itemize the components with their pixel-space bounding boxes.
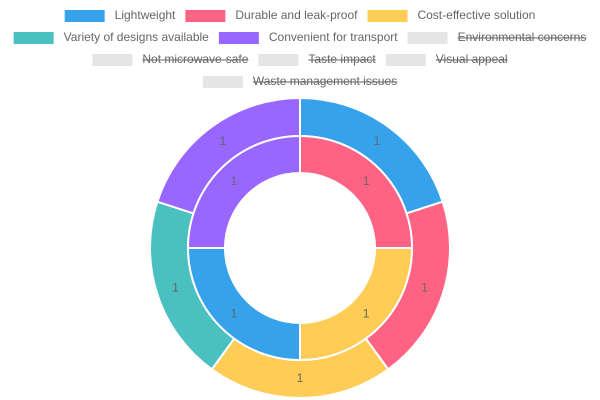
data-label: 1 (220, 134, 227, 148)
legend-label: Environmental concerns (458, 30, 587, 44)
legend-item[interactable]: Taste impact (258, 52, 376, 66)
legend-label: Taste impact (308, 52, 376, 66)
legend-item[interactable]: Environmental concerns (407, 30, 587, 44)
legend-swatch (92, 54, 133, 66)
legend-swatch (64, 10, 105, 22)
legend-label: Visual appeal (436, 52, 508, 66)
data-label: 1 (297, 371, 304, 385)
data-label: 1 (363, 306, 370, 320)
legend-label: Waste management issues (253, 74, 397, 88)
legend-item[interactable]: Durable and leak-proof (185, 8, 358, 22)
legend-swatch (218, 32, 259, 44)
legend-swatch (13, 32, 54, 44)
legend-label: Convenient for transport (269, 30, 398, 44)
data-label: 1 (363, 174, 370, 188)
legend-label: Variety of designs available (64, 30, 210, 44)
legend-swatch (202, 76, 243, 88)
legend-item[interactable]: Convenient for transport (218, 30, 398, 44)
data-label: 1 (231, 306, 238, 320)
data-label: 1 (374, 134, 381, 148)
data-label: 1 (172, 281, 179, 295)
legend-item[interactable]: Cost-effective solution (367, 8, 535, 22)
legend-label: Durable and leak-proof (235, 8, 358, 22)
data-label: 1 (231, 174, 238, 188)
legend-item[interactable]: Waste management issues (202, 74, 398, 88)
legend-swatch (407, 32, 448, 44)
legend-label: Cost-effective solution (417, 8, 535, 22)
legend-item[interactable]: Visual appeal (385, 52, 508, 66)
data-label: 1 (421, 281, 428, 295)
legend-swatch (258, 54, 299, 66)
legend-item[interactable]: Variety of designs available (13, 30, 210, 44)
legend-label: Not microwave-safe (142, 52, 248, 66)
legend-item[interactable]: Not microwave-safe (92, 52, 249, 66)
legend-swatch (185, 10, 226, 22)
legend-swatch (367, 10, 408, 22)
legend-item[interactable]: Lightweight (64, 8, 176, 22)
legend-label: Lightweight (115, 8, 176, 22)
legend-swatch (385, 54, 426, 66)
arc-segment (186, 134, 301, 249)
